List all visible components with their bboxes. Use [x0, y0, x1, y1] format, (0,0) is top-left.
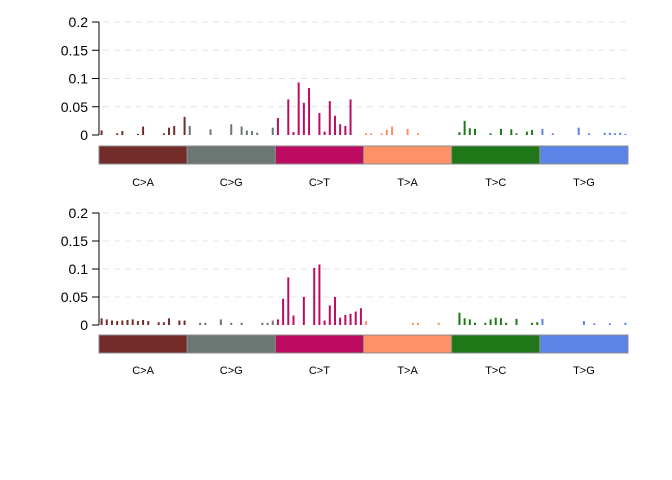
category-band — [451, 145, 541, 165]
y-tick-label: 0.1 — [69, 71, 89, 87]
y-tick-label: 0.1 — [69, 261, 89, 277]
y-tick-label: 0 — [80, 317, 88, 333]
category-label: C>A — [132, 365, 154, 377]
category-label: T>G — [573, 177, 595, 189]
category-label: C>T — [309, 177, 330, 189]
category-label: T>C — [485, 365, 506, 377]
category-label: T>G — [573, 365, 595, 377]
category-band — [98, 334, 188, 354]
category-band — [363, 145, 453, 165]
category-band — [186, 334, 276, 354]
y-tick-label: 0.2 — [69, 14, 89, 30]
category-label: C>T — [309, 365, 330, 377]
category-band — [363, 334, 453, 354]
category-band — [539, 334, 629, 354]
category-band — [274, 334, 365, 354]
spectrum-panel-bottom: 0 0.05 0.1 0.15 0.2 C>A C>G C>T T>A T>C T>G — [61, 205, 629, 377]
category-label: T>A — [397, 177, 418, 189]
category-label: C>G — [220, 177, 243, 189]
category-band — [98, 145, 188, 165]
category-label: T>A — [397, 365, 418, 377]
category-band — [539, 145, 629, 165]
category-band — [451, 334, 541, 354]
y-tick-label: 0 — [80, 127, 88, 143]
category-band — [186, 145, 276, 165]
y-tick-label: 0.2 — [69, 205, 89, 221]
category-label: C>G — [220, 365, 243, 377]
y-tick-label: 0.05 — [61, 289, 88, 305]
category-label: C>A — [132, 177, 154, 189]
y-tick-label: 0.05 — [61, 99, 88, 115]
y-tick-label: 0.15 — [61, 42, 88, 58]
y-tick-label: 0.15 — [61, 233, 88, 249]
category-label: T>C — [485, 177, 506, 189]
spectrum-panel-top: 0 0.05 0.1 0.15 0.2 C>A C>G C>T T>A T>C T>G — [61, 14, 629, 189]
category-band — [274, 145, 365, 165]
